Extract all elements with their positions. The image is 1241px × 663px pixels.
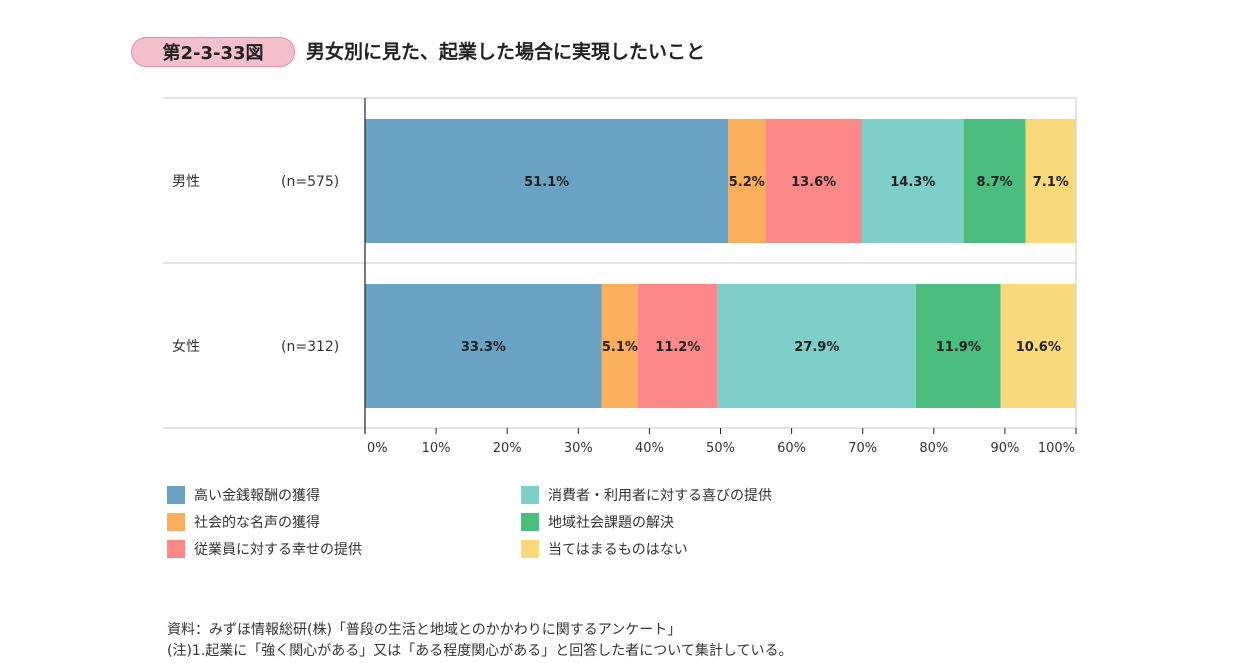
bar-segment: [1025, 119, 1076, 243]
category-label: 男性: [172, 174, 200, 190]
x-tick-label: 0%: [367, 441, 388, 456]
legend-item: 高い金銭報酬の獲得: [167, 485, 320, 505]
legend-item: 社会的な名声の獲得: [167, 512, 320, 532]
bar-segment: [601, 284, 639, 408]
sample-size-label: (n=575): [281, 174, 339, 190]
bar-segment: [916, 284, 1001, 408]
x-tick-label: 40%: [635, 441, 664, 456]
legend-label: 地域社会課題の解決: [548, 515, 674, 531]
bar-segment: [963, 119, 1026, 243]
legend-item: 従業員に対する幸せの提供: [167, 539, 362, 559]
legend-label: 従業員に対する幸せの提供: [194, 542, 362, 558]
bar-segment: [861, 119, 964, 243]
data-label: 11.2%: [655, 340, 700, 355]
legend-swatch: [521, 540, 539, 558]
legend-swatch: [167, 486, 185, 504]
legend-label: 当てはまるものはない: [548, 542, 688, 558]
figure-number-badge: 第2-3-33図: [131, 37, 295, 67]
legend-swatch: [521, 513, 539, 531]
data-label: 5.2%: [729, 175, 765, 190]
legend-item: 消費者・利用者に対する喜びの提供: [521, 485, 772, 505]
bar-segment: [365, 119, 729, 243]
x-tick-label: 20%: [493, 441, 522, 456]
figure-number: 第2-3-33図: [162, 43, 264, 64]
data-label: 11.9%: [936, 340, 981, 355]
data-label: 51.1%: [524, 175, 569, 190]
data-label: 27.9%: [794, 340, 839, 355]
x-tick-label: 70%: [848, 441, 877, 456]
legend-label: 消費者・利用者に対する喜びの提供: [548, 488, 772, 504]
bar-segment: [1000, 284, 1076, 408]
bar-segment: [638, 284, 718, 408]
chart-title: 男女別に見た、起業した場合に実現したいこと: [306, 41, 706, 63]
legend-item: 地域社会課題の解決: [521, 512, 674, 532]
note-line: (注)1.起業に「強く関心がある」又は「ある程度関心がある」と回答した者について…: [167, 643, 793, 659]
bar-segment: [717, 284, 917, 408]
category-label: 女性: [172, 338, 200, 355]
data-label: 33.3%: [461, 340, 506, 355]
source-line: 資料：みずほ情報総研(株)「普段の生活と地域とのかかわりに関するアンケート」: [167, 622, 682, 638]
x-tick-label: 80%: [919, 441, 948, 456]
x-tick-label: 50%: [706, 441, 735, 456]
legend-swatch: [167, 513, 185, 531]
x-tick-label: 10%: [422, 441, 451, 456]
x-tick-label: 30%: [564, 441, 593, 456]
x-tick-label: 90%: [990, 441, 1019, 456]
data-label: 7.1%: [1033, 175, 1069, 190]
legend-label: 社会的な名声の獲得: [194, 515, 320, 531]
source-notes: 資料：みずほ情報総研(株)「普段の生活と地域とのかかわりに関するアンケート」 (…: [167, 620, 792, 662]
data-label: 14.3%: [890, 175, 935, 190]
legend-swatch: [167, 540, 185, 558]
x-tick-label: 100%: [1038, 441, 1075, 456]
bar-segment: [365, 284, 602, 408]
data-label: 5.1%: [602, 340, 638, 355]
legend-swatch: [521, 486, 539, 504]
legend-item: 当てはまるものはない: [521, 539, 688, 559]
data-label: 10.6%: [1016, 340, 1061, 355]
x-tick-label: 60%: [777, 441, 806, 456]
stacked-bar-chart: 51.1% 5.2% 13.6% 14.3% 8.7% 7.1% 男性 (n=575) 33.3…: [163, 97, 1077, 456]
legend-label: 高い金銭報酬の獲得: [194, 488, 320, 504]
bar-segment: [765, 119, 862, 243]
sample-size-label: (n=312): [281, 339, 339, 355]
bar-segment: [728, 119, 766, 243]
data-label: 8.7%: [977, 175, 1013, 190]
data-label: 13.6%: [791, 175, 836, 190]
